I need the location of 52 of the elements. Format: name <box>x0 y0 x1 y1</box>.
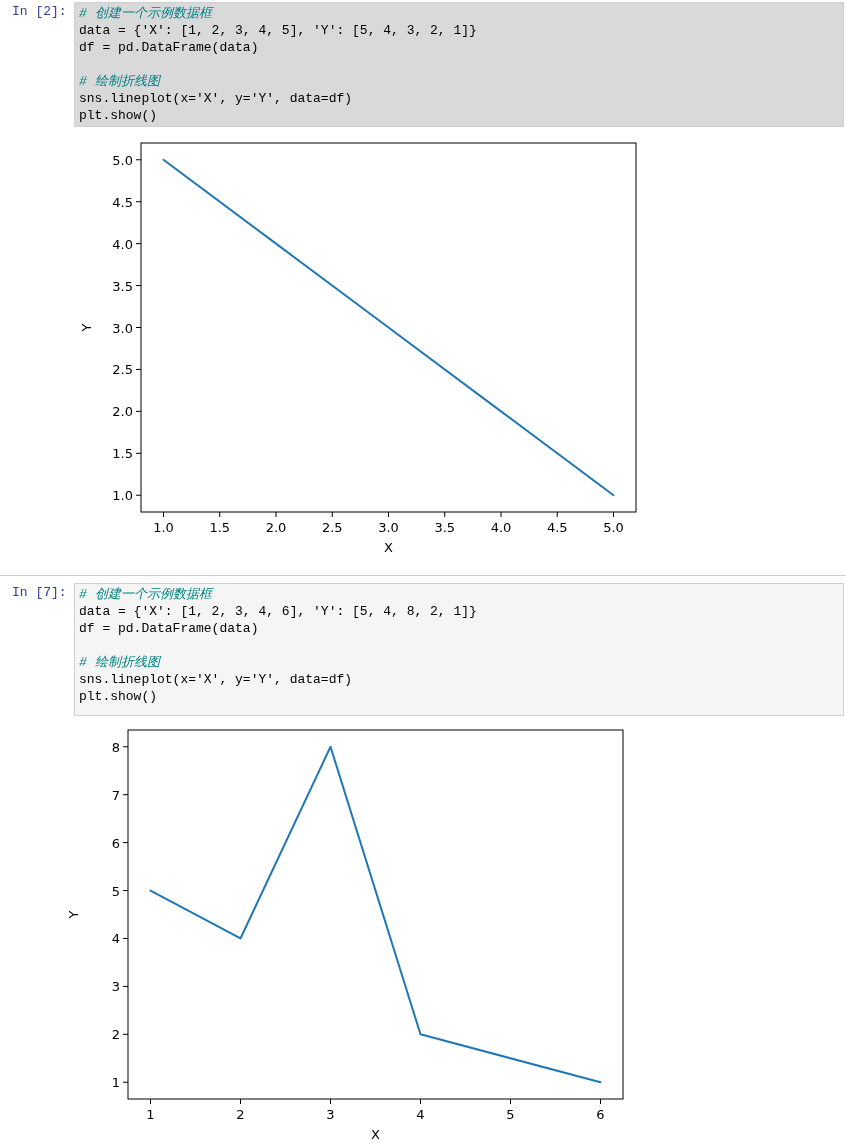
y-tick-label: 1.5 <box>112 446 133 462</box>
text: # 绘制折线图 <box>79 73 162 90</box>
x-tick-label: 1.5 <box>209 520 231 535</box>
x-tick-label: 5.0 <box>603 520 624 535</box>
text: plt.show() <box>79 688 158 705</box>
text: sns.lineplot(x='X', y='Y', data=df) <box>79 90 354 107</box>
text: df = pd.DataFrame(data) <box>79 39 260 56</box>
y-tick-label: 2.0 <box>112 404 133 420</box>
y-tick-label: 3 <box>111 979 120 995</box>
y-axis-title: Y <box>79 323 94 333</box>
x-tick-label: 4.5 <box>546 520 568 535</box>
y-tick-label: 2.5 <box>112 362 133 378</box>
x-tick-label: 3.5 <box>434 520 456 535</box>
x-tick-label: 1.0 <box>153 520 174 535</box>
y-tick-label: 1.0 <box>112 488 133 504</box>
x-tick-label: 4 <box>416 1107 425 1122</box>
text: # 创建一个示例数据框 <box>79 586 215 603</box>
y-tick-label: 3.0 <box>112 320 133 336</box>
x-tick-label: 6 <box>596 1107 605 1122</box>
text: # 创建一个示例数据框 <box>79 5 215 22</box>
x-tick-label: 2.0 <box>265 520 287 535</box>
text: plt.show() <box>79 107 158 124</box>
y-tick-label: 8 <box>111 739 120 755</box>
x-tick-label: 2.5 <box>321 520 343 535</box>
y-tick-label: 4 <box>111 931 120 947</box>
text: df = pd.DataFrame(data) <box>79 620 260 637</box>
y-tick-label: 3.5 <box>112 278 133 294</box>
y-tick-label: 4.5 <box>112 194 133 210</box>
y-tick-label: 5 <box>111 883 120 899</box>
x-tick-label: 2 <box>236 1107 245 1122</box>
x-axis-title: X <box>384 540 394 555</box>
y-tick-label: 1 <box>111 1075 120 1091</box>
y-tick-label: 4.0 <box>112 236 133 252</box>
text: data = {'X': [1, 2, 3, 4, 6], 'Y': [5, 4, 8, 2, 1]} <box>79 603 478 620</box>
x-axis-title: X <box>371 1127 381 1142</box>
x-tick-label: 3 <box>326 1107 335 1122</box>
text: In [7]: <box>12 584 67 601</box>
y-tick-label: 7 <box>111 787 120 803</box>
y-tick-label: 6 <box>111 835 120 851</box>
y-tick-label: 5.0 <box>112 152 133 168</box>
text: sns.lineplot(x='X', y='Y', data=df) <box>79 671 354 688</box>
y-axis-title: Y <box>66 910 81 920</box>
text: # 绘制折线图 <box>79 654 162 671</box>
x-tick-label: 1 <box>146 1107 155 1122</box>
x-tick-label: 4.0 <box>490 520 512 535</box>
line-series <box>162 158 615 497</box>
text: In [2]: <box>12 3 67 20</box>
y-tick-label: 2 <box>111 1027 120 1043</box>
x-tick-label: 5 <box>506 1107 515 1122</box>
x-tick-label: 3.0 <box>378 520 399 535</box>
line-series <box>149 745 602 1084</box>
text: data = {'X': [1, 2, 3, 4, 5], 'Y': [5, 4, 3, 2, 1]} <box>79 22 478 39</box>
